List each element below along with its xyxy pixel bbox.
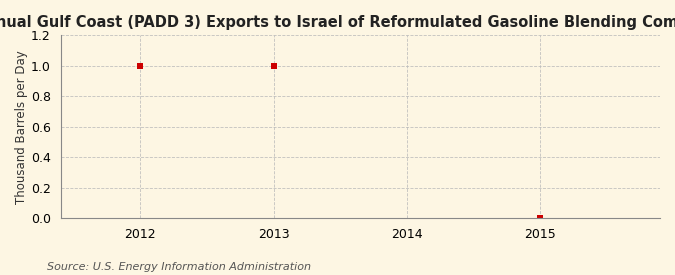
Title: Annual Gulf Coast (PADD 3) Exports to Israel of Reformulated Gasoline Blending C: Annual Gulf Coast (PADD 3) Exports to Is…	[0, 15, 675, 30]
Y-axis label: Thousand Barrels per Day: Thousand Barrels per Day	[15, 50, 28, 204]
Text: Source: U.S. Energy Information Administration: Source: U.S. Energy Information Administ…	[47, 262, 311, 272]
